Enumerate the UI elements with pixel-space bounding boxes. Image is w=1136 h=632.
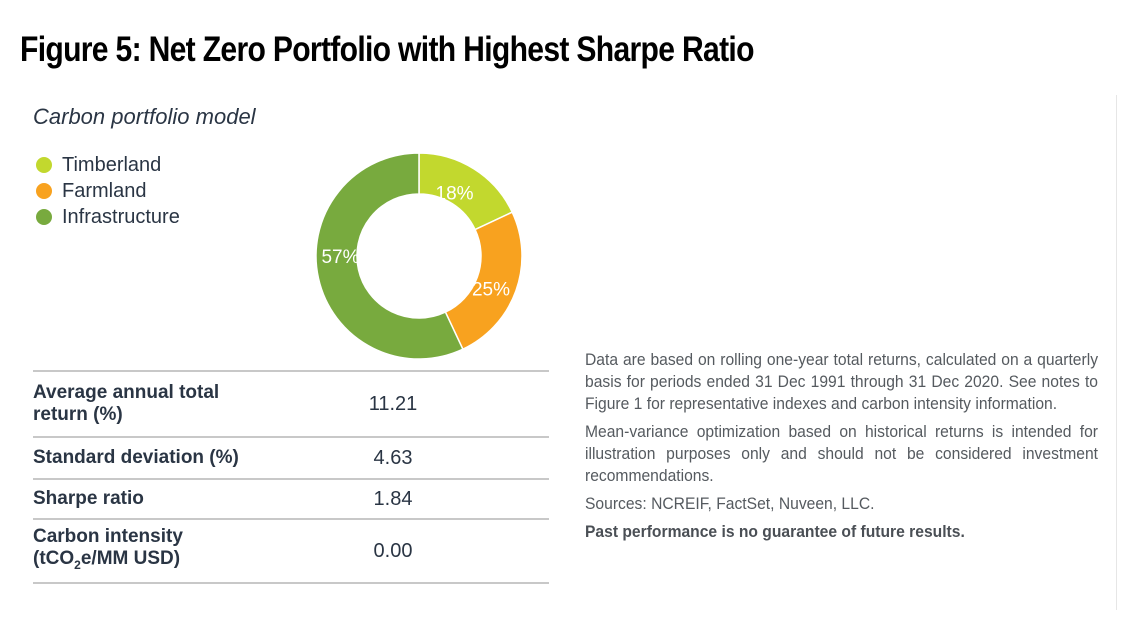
row-label: Standard deviation (%)	[33, 436, 333, 479]
legend-swatch	[36, 157, 52, 173]
disclaimer: Past performance is no guarantee of futu…	[585, 522, 965, 541]
legend-label: Infrastructure	[62, 205, 180, 228]
row-label: Carbon intensity (tCO2e/MM USD)	[33, 518, 333, 584]
legend-label: Timberland	[62, 153, 162, 176]
legend-label: Farmland	[62, 179, 147, 202]
chart-legend: Timberland Farmland Infrastructure	[36, 152, 180, 230]
table-row: Standard deviation (%) 4.63	[33, 436, 549, 479]
row-value: 1.84	[333, 478, 549, 519]
row-value: 0.00	[333, 518, 549, 584]
row-label: Average annual total return (%)	[33, 370, 333, 437]
note-paragraph: Data are based on rolling one-year total…	[585, 350, 1099, 413]
label-line: (tCO	[33, 548, 75, 570]
label-line: return (%)	[33, 404, 123, 425]
label-line: Carbon intensity	[33, 526, 183, 548]
legend-swatch	[36, 209, 52, 225]
chart-title: Carbon portfolio model	[33, 104, 256, 129]
donut-label-infrastructure: 57%	[321, 247, 359, 268]
donut-chart: 18% 25% 57%	[315, 152, 523, 360]
stats-table: Average annual total return (%) 11.21 Sta…	[33, 370, 549, 584]
row-value: 11.21	[333, 370, 549, 437]
label-line: e/MM USD)	[80, 548, 181, 570]
donut-slice-farmland	[444, 211, 523, 351]
donut-label-timberland: 18%	[436, 183, 474, 204]
legend-item-infrastructure: Infrastructure	[36, 204, 180, 230]
donut-slice-infrastructure	[315, 152, 464, 360]
legend-swatch	[36, 183, 52, 199]
table-row: Sharpe ratio 1.84	[33, 478, 549, 519]
donut-label-farmland: 25%	[472, 280, 510, 301]
sources-note: Sources: NCREIF, FactSet, Nuveen, LLC.	[585, 494, 875, 513]
table-row: Carbon intensity (tCO2e/MM USD) 0.00	[33, 518, 549, 584]
divider	[1116, 95, 1117, 610]
note-paragraph: Mean-variance optimization based on hist…	[585, 422, 1099, 485]
legend-item-farmland: Farmland	[36, 178, 180, 204]
label-line: Average annual total	[33, 382, 220, 403]
table-row: Average annual total return (%) 11.21	[33, 370, 549, 437]
figure-title: Figure 5: Net Zero Portfolio with Highes…	[20, 30, 754, 69]
row-label: Sharpe ratio	[33, 478, 333, 519]
subscript: 2	[74, 557, 81, 572]
row-value: 4.63	[333, 436, 549, 479]
legend-item-timberland: Timberland	[36, 152, 180, 178]
notes: Data are based on rolling one-year total…	[585, 349, 1098, 549]
